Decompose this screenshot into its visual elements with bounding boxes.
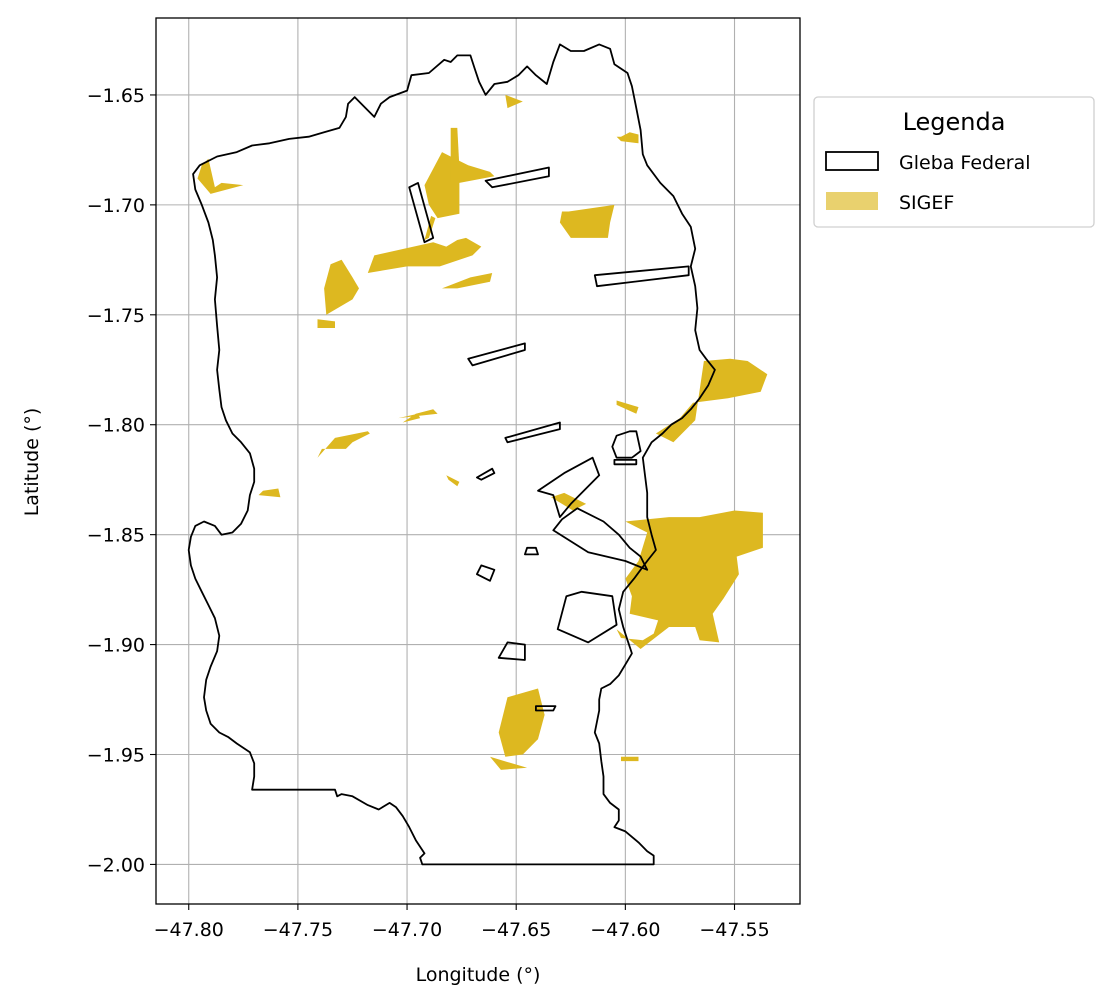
legend: Legenda Gleba Federal SIGEF bbox=[813, 96, 1095, 228]
gleba-federal-parcel-3 bbox=[593, 265, 690, 288]
y-tick-label: −1.85 bbox=[87, 525, 145, 547]
x-tick-label: −47.55 bbox=[699, 919, 769, 941]
sigef-parcel-0 bbox=[197, 158, 244, 194]
sigef-parcel-10 bbox=[505, 94, 523, 109]
sigef-parcel-14 bbox=[317, 431, 370, 458]
sigef-parcel-17 bbox=[551, 492, 587, 511]
gleba-federal-parcel-6 bbox=[611, 430, 642, 459]
sigef-parcel-20 bbox=[490, 756, 528, 770]
sigef-layer bbox=[197, 94, 768, 770]
legend-title: Legenda bbox=[903, 108, 1006, 136]
x-tick-label: −47.70 bbox=[372, 919, 442, 941]
y-tick-label: −1.95 bbox=[87, 745, 145, 767]
x-tick-label: −47.75 bbox=[263, 919, 333, 941]
sigef-parcel-9 bbox=[616, 132, 639, 144]
legend-label-sigef: SIGEF bbox=[899, 192, 954, 214]
sigef-parcel-8 bbox=[559, 204, 615, 238]
gleba-federal-parcel-1 bbox=[408, 181, 435, 244]
y-axis-label: Latitude (°) bbox=[21, 408, 43, 517]
sigef-parcel-13 bbox=[398, 409, 438, 423]
gleba-federal-parcel-12 bbox=[475, 564, 496, 582]
sigef-parcel-5 bbox=[324, 259, 359, 315]
y-tick-label: −1.65 bbox=[87, 85, 145, 107]
sigef-parcel-12 bbox=[616, 400, 639, 414]
y-tick-label: −1.90 bbox=[87, 635, 145, 657]
sigef-parcel-21 bbox=[621, 756, 639, 762]
sigef-parcel-18 bbox=[616, 510, 763, 649]
sigef-parcel-19 bbox=[498, 688, 545, 757]
sigef-parcel-15 bbox=[258, 488, 281, 498]
sigef-parcel-4 bbox=[367, 237, 482, 273]
x-axis-ticks: −47.80 −47.75 −47.70 −47.65 −47.60 −47.55 bbox=[154, 904, 770, 941]
legend-box bbox=[813, 96, 1095, 228]
y-axis-ticks: −1.65 −1.70 −1.75 −1.80 −1.85 −1.90 −1.95 −2.00 bbox=[87, 85, 156, 876]
x-tick-label: −47.60 bbox=[590, 919, 660, 941]
sigef-parcel-2 bbox=[450, 127, 460, 183]
x-tick-label: −47.80 bbox=[154, 919, 224, 941]
gleba-federal-parcel-8 bbox=[475, 467, 496, 481]
sigef-parcel-16 bbox=[446, 475, 460, 487]
gleba-federal-parcel-10 bbox=[552, 507, 649, 571]
gleba-federal-parcel-14 bbox=[497, 641, 526, 661]
sigef-parcel-7 bbox=[442, 273, 493, 289]
gleba-federal-main-boundary bbox=[187, 43, 716, 866]
gleba-federal-parcel-11 bbox=[524, 546, 539, 556]
gleba-federal-parcel-13 bbox=[556, 590, 618, 644]
sigef-parcel-1 bbox=[424, 152, 495, 219]
x-axis-label: Longitude (°) bbox=[416, 964, 541, 986]
x-tick-label: −47.65 bbox=[481, 919, 551, 941]
sigef-parcel-11 bbox=[655, 358, 768, 443]
gleba-federal-parcel-7 bbox=[613, 458, 638, 466]
y-tick-label: −1.75 bbox=[87, 305, 145, 327]
gleba-federal-parcel-4 bbox=[467, 342, 526, 367]
gleba-federal-parcel-9 bbox=[537, 456, 601, 518]
sigef-parcel-6 bbox=[317, 319, 335, 328]
y-tick-label: −1.70 bbox=[87, 195, 145, 217]
gleba-federal-layer bbox=[187, 43, 716, 866]
plot-frame bbox=[155, 17, 801, 905]
y-tick-label: −1.80 bbox=[87, 415, 145, 437]
gleba-federal-parcel-5 bbox=[504, 421, 561, 444]
y-tick-label: −2.00 bbox=[87, 854, 145, 876]
gleba-federal-parcel-2 bbox=[484, 166, 550, 189]
gleba-federal-parcel-15 bbox=[535, 705, 557, 712]
legend-swatch-sigef bbox=[826, 192, 878, 210]
legend-swatch-gleba-federal bbox=[825, 151, 879, 171]
legend-label-gleba-federal: Gleba Federal bbox=[899, 152, 1031, 174]
